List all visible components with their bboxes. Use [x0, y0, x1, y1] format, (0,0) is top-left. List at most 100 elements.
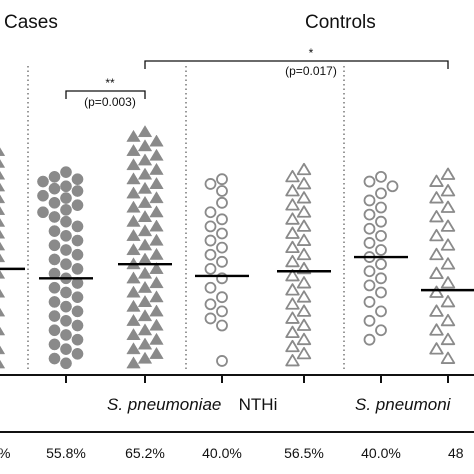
data-point — [285, 226, 300, 239]
data-point — [0, 345, 5, 355]
data-point — [60, 166, 72, 178]
data-point — [216, 227, 228, 240]
data-point — [71, 305, 84, 318]
data-point — [138, 238, 152, 251]
data-point — [0, 159, 5, 168]
data-point — [71, 291, 84, 304]
data-point — [126, 144, 141, 156]
significance-stars-2: * — [309, 46, 314, 60]
category-label-s-pneumoniae-controls: S. pneumoni — [355, 395, 452, 414]
data-point — [48, 170, 61, 183]
data-point — [204, 262, 217, 275]
data-point — [0, 182, 5, 192]
data-point — [48, 182, 61, 195]
data-point — [48, 239, 61, 252]
significance-stars-1: ** — [105, 76, 115, 90]
data-point — [375, 187, 387, 200]
data-point — [285, 212, 300, 225]
data-point — [440, 167, 456, 180]
data-point — [429, 191, 444, 204]
data-point — [138, 323, 152, 336]
data-point — [363, 279, 376, 292]
data-point — [60, 314, 72, 327]
data-point — [285, 198, 300, 211]
data-point — [216, 291, 228, 304]
data-point — [0, 170, 5, 180]
data-point — [126, 356, 141, 369]
data-point — [363, 208, 376, 221]
data-point — [149, 262, 164, 274]
data-point — [429, 342, 444, 355]
data-point — [71, 248, 84, 261]
data-point — [48, 324, 61, 337]
data-point — [296, 233, 312, 246]
significance-annotations — [65, 60, 449, 99]
data-point — [429, 304, 444, 317]
data-point — [138, 266, 152, 279]
data-point — [440, 257, 456, 270]
data-point — [126, 130, 141, 142]
data-point — [48, 310, 61, 322]
data-point — [71, 347, 84, 360]
data-point — [285, 283, 300, 296]
data-point — [126, 285, 141, 298]
data-point — [204, 234, 217, 247]
data-point — [71, 333, 84, 346]
data-point — [440, 184, 456, 197]
data-point — [149, 248, 164, 260]
data-point — [296, 304, 312, 317]
data-point — [149, 233, 164, 246]
data-point — [285, 254, 300, 268]
category-label-s-pneumoniae: S. pneumoniae — [107, 395, 221, 414]
data-point — [138, 351, 152, 364]
significance-bracket — [65, 90, 146, 99]
data-point — [296, 318, 312, 331]
data-point — [216, 213, 228, 226]
percentage-label: 40.0% — [202, 445, 242, 461]
data-point — [149, 219, 164, 232]
data-point — [429, 210, 444, 223]
data-point — [285, 311, 300, 324]
p-value-1: (p=0.003) — [84, 95, 136, 109]
data-point — [149, 177, 164, 189]
data-point — [375, 258, 387, 271]
data-point — [48, 296, 61, 308]
data-point — [375, 170, 387, 183]
data-point — [149, 148, 164, 161]
data-point — [296, 162, 312, 176]
data-point — [0, 253, 5, 263]
data-point — [0, 288, 5, 298]
data-point — [60, 180, 72, 193]
data-point — [60, 192, 72, 204]
data-point — [60, 300, 72, 313]
data-point — [126, 200, 141, 213]
data-point — [71, 185, 84, 197]
data-point — [285, 325, 300, 339]
data-point — [71, 319, 84, 332]
data-point — [60, 357, 72, 370]
data-point — [363, 314, 376, 327]
data-point — [375, 286, 387, 299]
data-point — [149, 205, 164, 218]
data-point — [48, 253, 61, 266]
data-point — [0, 194, 5, 204]
data-point — [429, 247, 444, 261]
data-point — [0, 270, 5, 279]
data-point — [48, 196, 61, 209]
percentage-label: 48 — [448, 445, 464, 461]
data-point — [138, 337, 152, 350]
data-point — [429, 228, 444, 242]
data-point — [375, 244, 387, 256]
data-point — [296, 247, 312, 261]
data-point — [71, 234, 84, 247]
data-point — [37, 189, 49, 202]
data-point — [48, 281, 61, 294]
axis-labels: Cases Controls S. pneumoniae NTHi S. pne… — [0, 12, 464, 461]
data-point — [296, 191, 312, 204]
data-point — [60, 204, 72, 216]
data-point — [126, 314, 141, 326]
data-point — [149, 318, 164, 331]
data-point — [0, 359, 5, 369]
data-point — [149, 134, 164, 147]
data-point — [216, 355, 228, 367]
